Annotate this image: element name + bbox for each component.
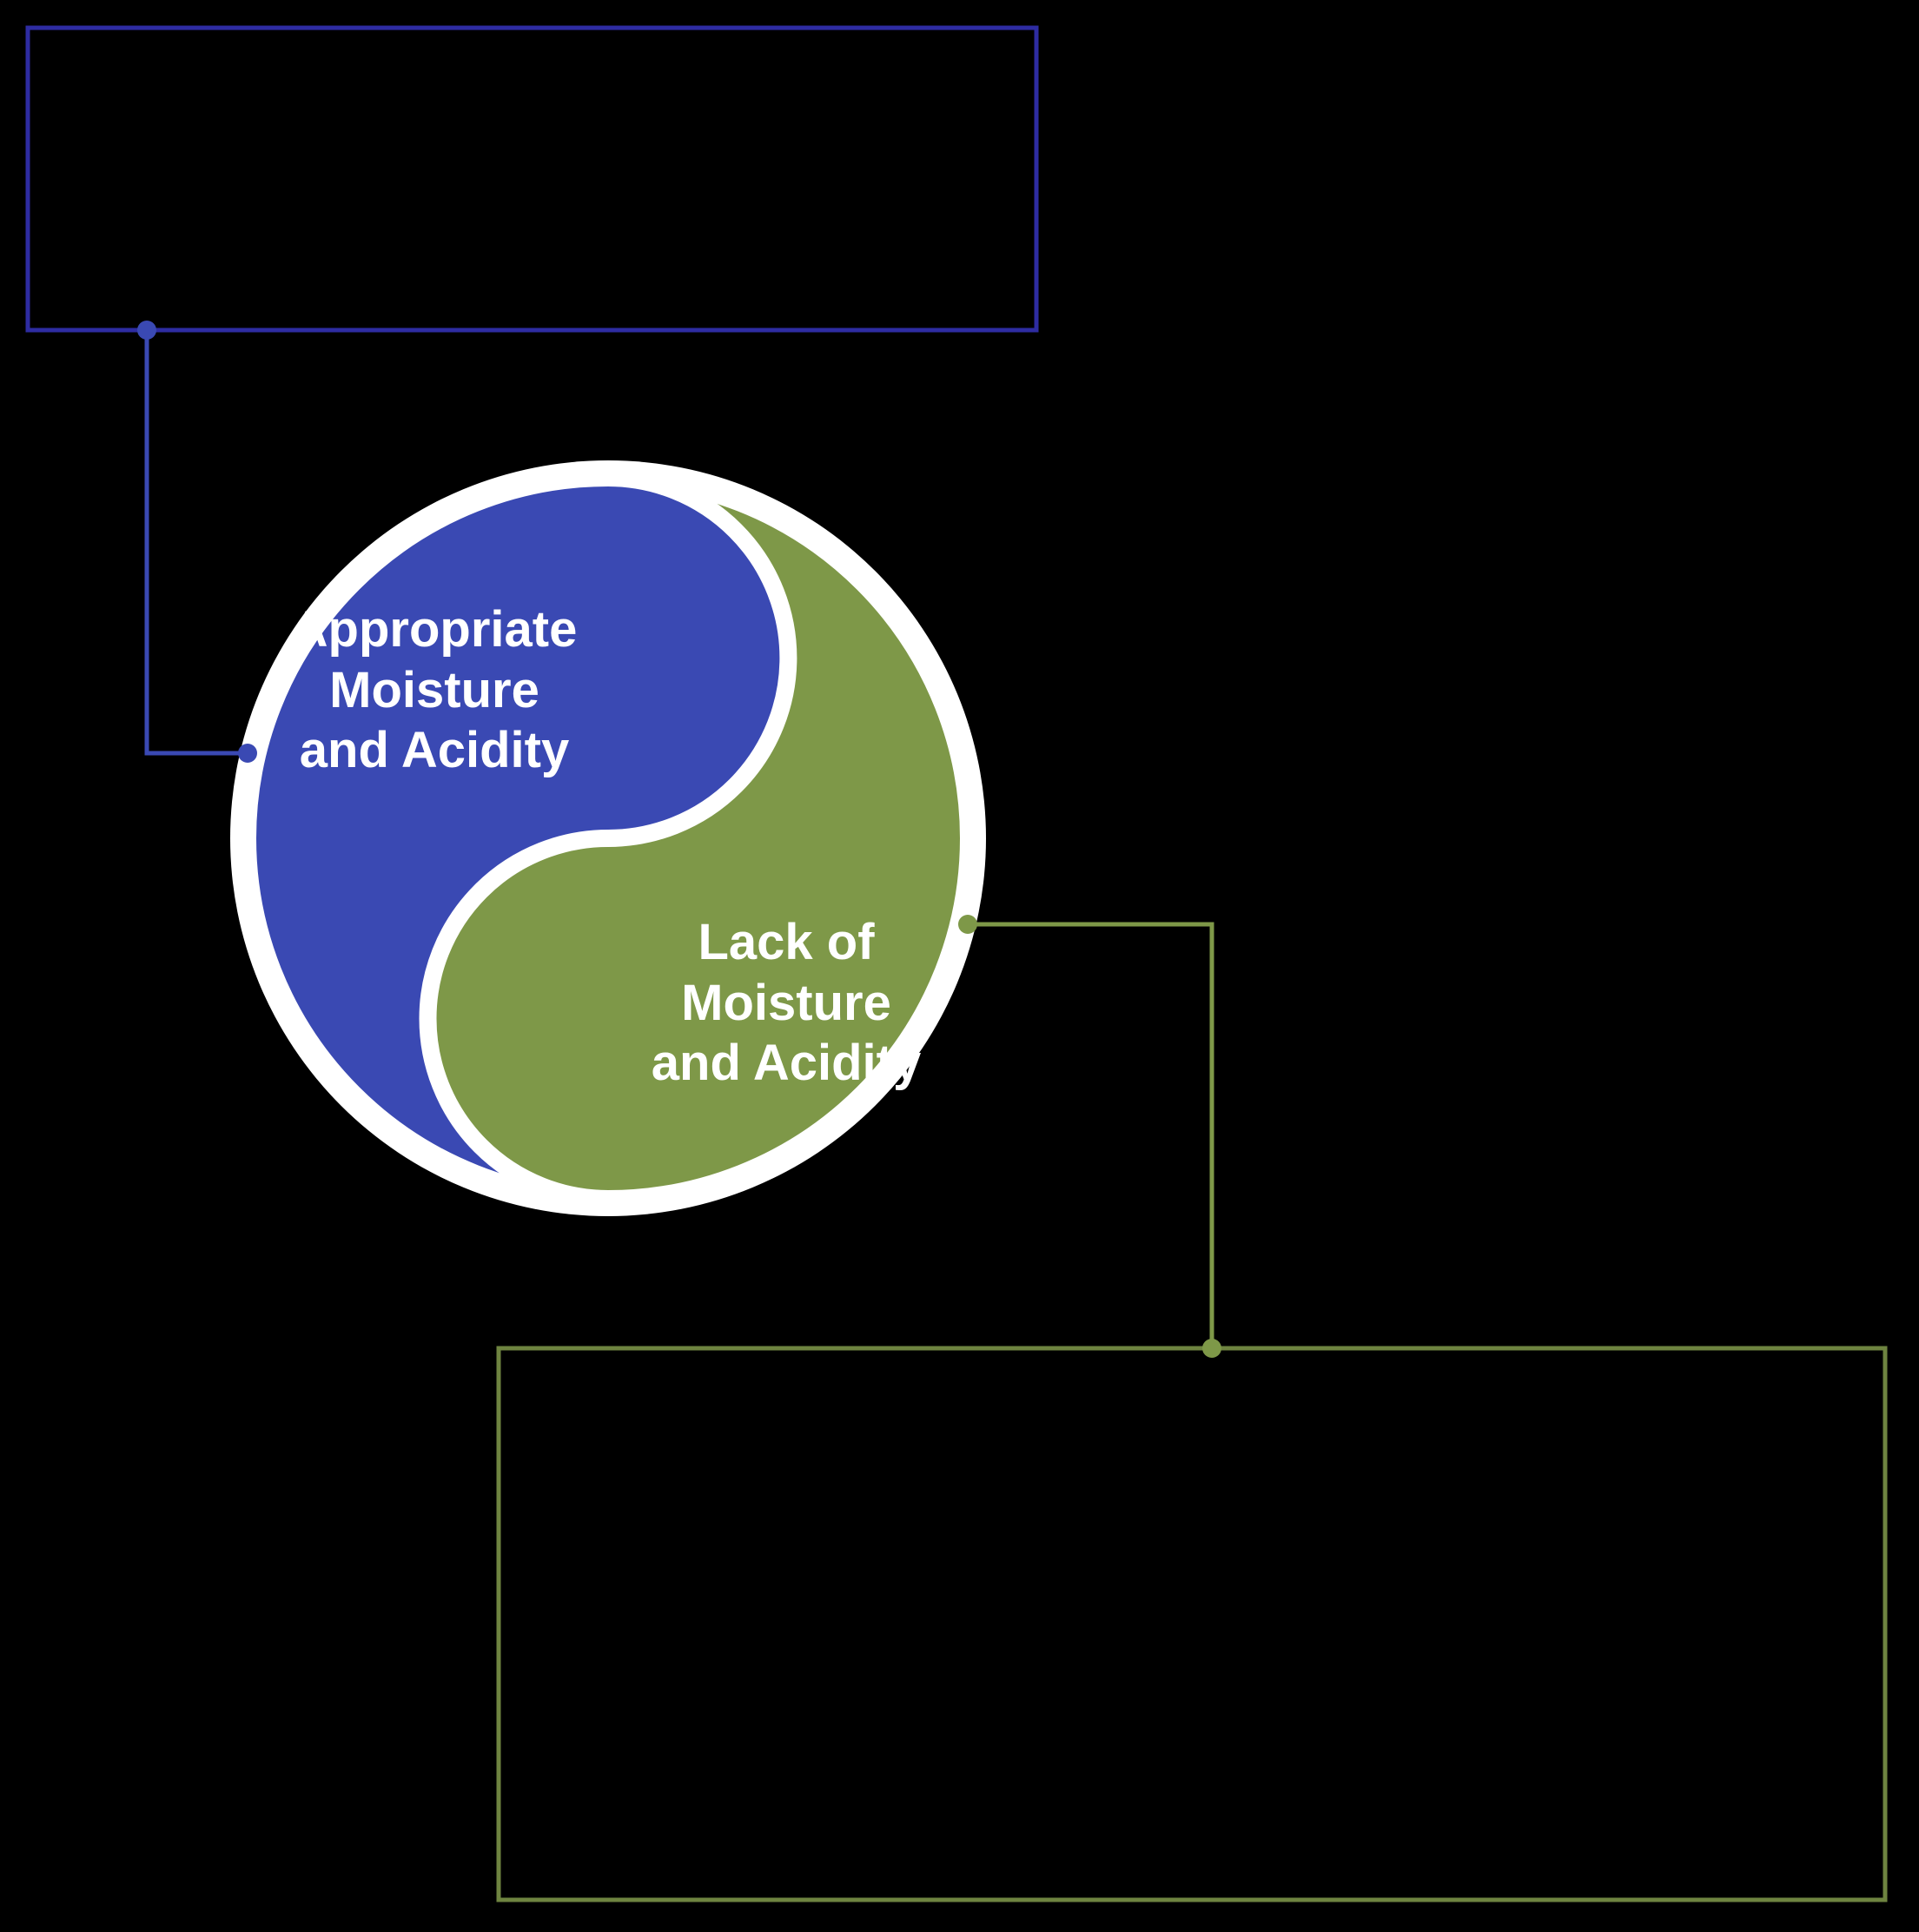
green-label-line2: Moisture [681,975,891,1031]
green-connector-end-dot [1202,1339,1221,1358]
blue-label: Appropriate Moisture and Acidity [252,599,617,781]
green-label-line1: Lack of [698,914,874,970]
blue-connector-start-dot [137,321,156,340]
blue-label-line2: Moisture [329,662,539,718]
green-label: Lack of Moisture and Acidity [608,912,964,1094]
blue-label-line1: Appropriate [292,601,578,658]
blue-label-line3: and Acidity [300,722,569,778]
green-label-line3: and Acidity [652,1035,921,1091]
blue-callout-box [28,28,1036,330]
yinyang-diagram: Appropriate Moisture and Acidity Lack of… [0,0,1919,1932]
green-callout-box [499,1348,1885,1900]
green-connector-line [968,924,1212,1348]
blue-connector-line [147,330,248,753]
